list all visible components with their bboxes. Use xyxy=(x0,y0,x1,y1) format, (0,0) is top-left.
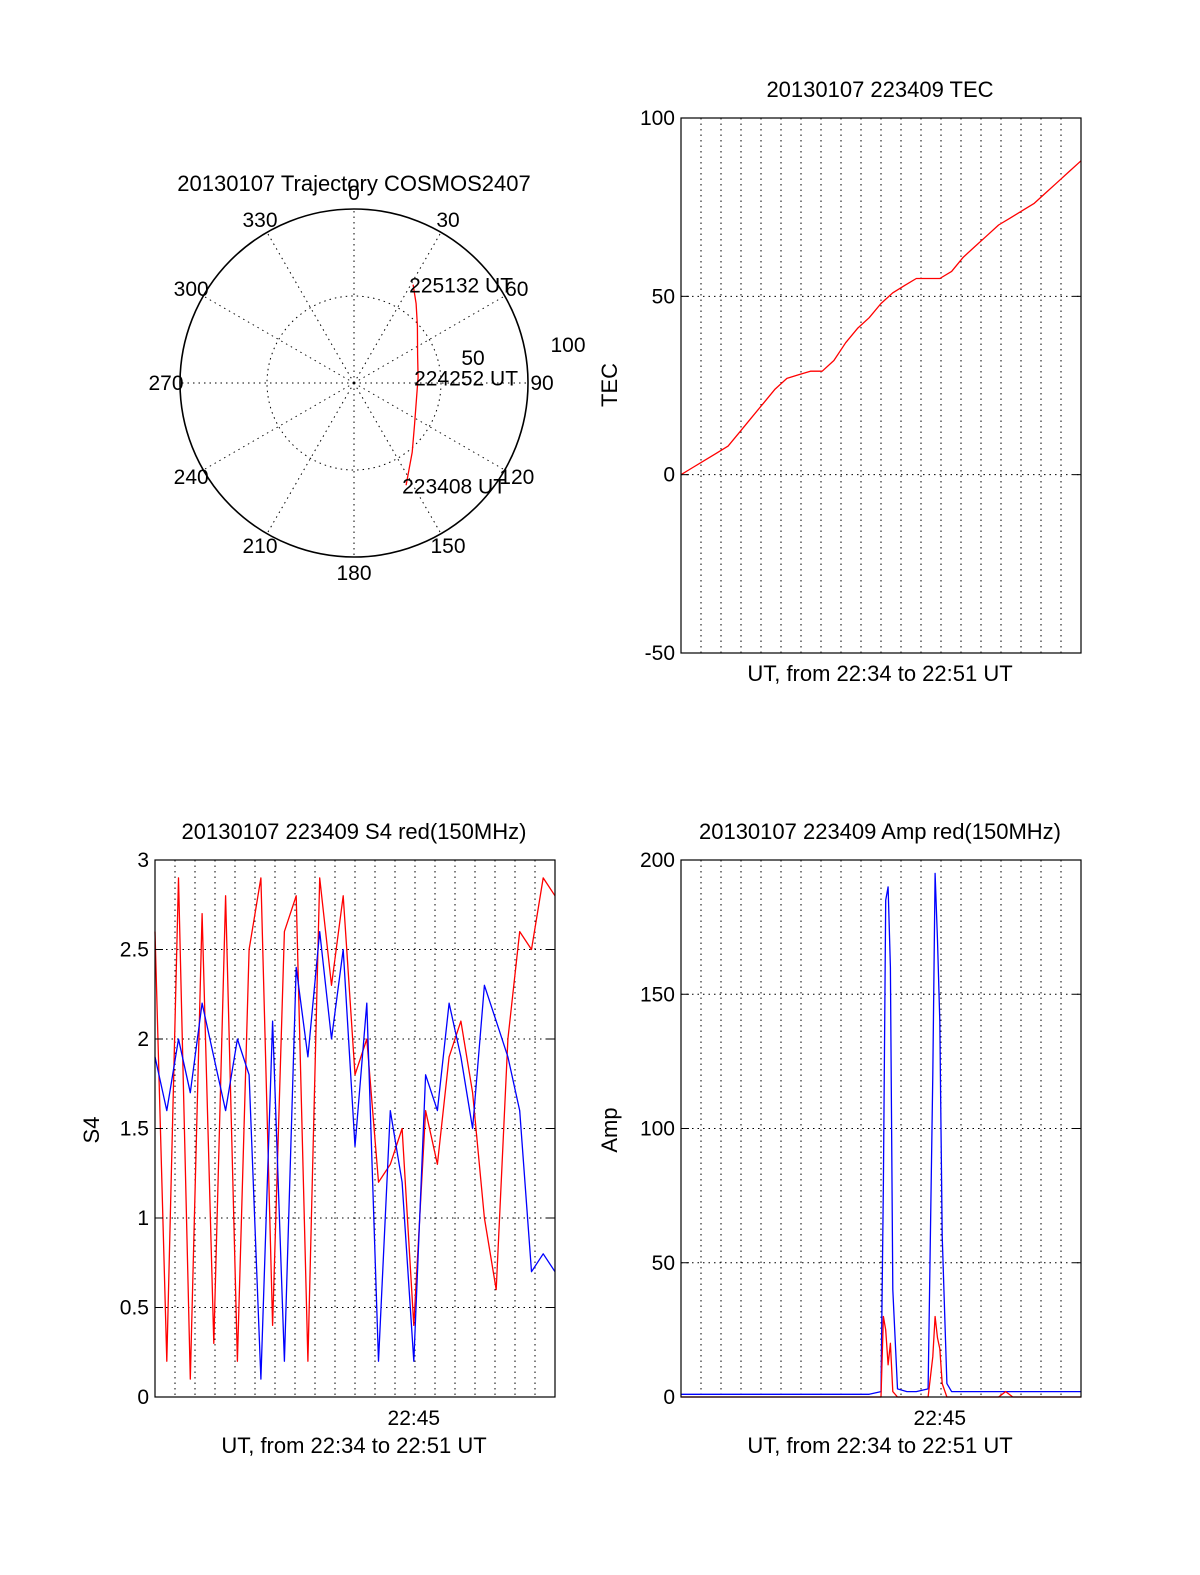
tec-y-axis-label: TEC xyxy=(597,363,622,407)
s4-y-tick-label: 2 xyxy=(137,1028,149,1051)
s4-panel: 20130107 223409 S4 red(150MHz) 0 0.5 1 1.5 2… xyxy=(79,819,556,1458)
s4-y-axis-label: S4 xyxy=(79,1117,104,1144)
tec-y-tick-label: 50 xyxy=(652,285,675,308)
tec-panel: 20130107 223409 TEC -50 0 50 100 UT, from 2… xyxy=(597,77,1082,686)
polar-time-annotation: 223408 UT xyxy=(402,475,506,498)
tec-series xyxy=(680,160,1082,476)
polar-grid-spoke xyxy=(203,382,355,471)
amp-title: 20130107 223409 Amp red(150MHz) xyxy=(699,819,1061,844)
polar-trajectory-line xyxy=(405,284,419,486)
amp-panel: 20130107 223409 Amp red(150MHz) 0 50 100 15… xyxy=(597,819,1082,1458)
s4-y-tick-label: 0.5 xyxy=(120,1297,149,1320)
polar-angle-label: 150 xyxy=(430,535,465,558)
s4-x-axis-label: UT, from 22:34 to 22:51 UT xyxy=(221,1433,486,1458)
s4-y-tick-label: 1 xyxy=(137,1207,149,1230)
polar-grid-spoke xyxy=(353,382,442,534)
amp-x-axis-label: UT, from 22:34 to 22:51 UT xyxy=(747,1433,1012,1458)
polar-radial-label: 50 xyxy=(461,347,484,370)
tec-grid xyxy=(681,118,1081,653)
amp-y-tick-label: 100 xyxy=(640,1118,675,1141)
s4-series-line xyxy=(154,930,556,1380)
tec-series-line xyxy=(680,160,1082,476)
s4-y-tick-label: 0 xyxy=(137,1386,149,1409)
amp-x-tick-label: 22:45 xyxy=(914,1407,967,1430)
tec-plot-frame xyxy=(680,117,1082,654)
amp-y-tick-label: 200 xyxy=(640,849,675,872)
amp-x-tick-labels: 22:45 xyxy=(914,1407,967,1430)
polar-time-annotation: 225132 UT xyxy=(409,275,513,298)
s4-series-line xyxy=(154,877,556,1380)
polar-angle-label: 0 xyxy=(348,182,360,205)
polar-angle-label: 300 xyxy=(174,278,209,301)
polar-grid xyxy=(180,209,528,557)
polar-grid-spoke xyxy=(266,232,355,384)
tec-y-tick-label: 0 xyxy=(663,464,675,487)
polar-grid-spoke xyxy=(353,232,442,384)
polar-radial-label: 100 xyxy=(550,334,585,357)
polar-angle-label: 120 xyxy=(499,466,534,489)
polar-angle-label: 180 xyxy=(336,562,371,585)
amp-y-tick-label: 0 xyxy=(663,1386,675,1409)
amp-y-tick-labels: 0 50 100 150 200 xyxy=(640,849,1081,1409)
polar-outer-ring xyxy=(179,208,529,558)
tec-y-tick-labels: -50 0 50 100 xyxy=(640,107,1081,665)
polar-angle-label: 330 xyxy=(242,209,277,232)
s4-y-tick-label: 3 xyxy=(137,849,149,872)
s4-grid xyxy=(155,860,555,1397)
polar-angle-label: 90 xyxy=(530,372,553,395)
polar-title: 20130107 Trajectory COSMOS2407 xyxy=(177,171,530,196)
tec-x-axis-label: UT, from 22:34 to 22:51 UT xyxy=(747,661,1012,686)
s4-y-tick-label: 1.5 xyxy=(120,1118,149,1141)
polar-angle-label: 30 xyxy=(436,209,459,232)
polar-grid-spoke xyxy=(266,382,355,534)
amp-series-line xyxy=(681,872,1081,1395)
s4-y-tick-labels: 0 0.5 1 1.5 2 2.5 3 xyxy=(120,849,555,1409)
tec-title: 20130107 223409 TEC xyxy=(766,77,993,102)
s4-x-tick-labels: 22:45 xyxy=(388,1407,441,1430)
polar-grid-spoke xyxy=(353,382,505,471)
polar-angle-label: 270 xyxy=(148,372,183,395)
s4-title: 20130107 223409 S4 red(150MHz) xyxy=(182,819,527,844)
amp-y-tick-label: 50 xyxy=(652,1252,675,1275)
polar-time-annotation: 224252 UT xyxy=(414,367,518,390)
trajectory-polar-panel: 20130107 Trajectory COSMOS2407 0 30 60 90 12… xyxy=(148,171,585,585)
amp-y-tick-label: 150 xyxy=(640,983,675,1006)
polar-annotations: 225132 UT 224252 UT 223408 UT xyxy=(402,275,518,499)
polar-angle-label: 60 xyxy=(505,278,528,301)
amp-grid xyxy=(681,860,1081,1397)
s4-y-tick-label: 2.5 xyxy=(120,939,149,962)
polar-angle-label: 210 xyxy=(242,535,277,558)
polar-grid-spoke xyxy=(203,295,355,384)
amp-y-axis-label: Amp xyxy=(597,1107,622,1152)
polar-angle-label: 240 xyxy=(174,466,209,489)
tec-y-tick-label: -50 xyxy=(645,642,675,665)
polar-angle-labels: 0 30 60 90 120 150 180 210 240 270 300 330 xyxy=(148,182,553,585)
polar-grid-ring xyxy=(266,295,442,471)
polar-trajectory-series xyxy=(405,284,419,486)
polar-radial-labels: 50 100 xyxy=(461,334,585,370)
polar-grid-spoke xyxy=(353,295,505,384)
tec-y-tick-label: 100 xyxy=(640,107,675,130)
s4-series xyxy=(154,877,556,1380)
s4-x-tick-label: 22:45 xyxy=(388,1407,441,1430)
